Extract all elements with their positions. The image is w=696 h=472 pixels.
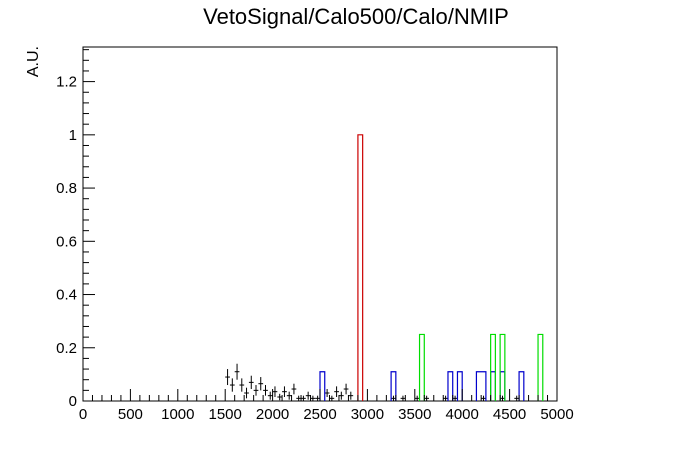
data-point bbox=[310, 395, 316, 401]
plot-frame bbox=[82, 46, 558, 402]
data-point bbox=[272, 386, 278, 398]
x-tick-label: 4500 bbox=[493, 406, 526, 423]
data-point bbox=[244, 387, 249, 399]
data-point bbox=[391, 395, 396, 401]
histogram-bar bbox=[456, 371, 463, 401]
data-point bbox=[338, 391, 344, 400]
x-tick-label: 2000 bbox=[256, 406, 289, 423]
data-layer bbox=[225, 134, 544, 401]
histogram-bar bbox=[447, 371, 454, 401]
data-point bbox=[282, 386, 287, 398]
histogram-bar bbox=[499, 333, 506, 401]
data-point bbox=[267, 391, 273, 400]
data-point bbox=[253, 385, 259, 396]
data-point bbox=[258, 377, 264, 391]
x-tick-label: 2500 bbox=[303, 406, 336, 423]
histogram-bar bbox=[357, 134, 364, 401]
data-point bbox=[291, 383, 297, 395]
x-tick-label: 5000 bbox=[540, 406, 573, 423]
histogram-bar bbox=[490, 333, 496, 401]
histogram-bar bbox=[475, 371, 487, 401]
data-point bbox=[315, 395, 320, 401]
y-tick-label: 0.8 bbox=[56, 180, 77, 197]
data-point bbox=[414, 395, 420, 401]
x-tick-label: 3500 bbox=[398, 406, 431, 423]
data-point bbox=[234, 363, 240, 380]
x-tick-label: 3000 bbox=[351, 406, 384, 423]
data-point bbox=[452, 395, 458, 401]
data-point bbox=[424, 395, 430, 401]
data-point bbox=[263, 385, 268, 396]
data-point bbox=[481, 395, 486, 401]
y-tick-label: 1 bbox=[69, 127, 77, 144]
y-axis-label: A.U. bbox=[25, 46, 42, 77]
x-tick-label: 500 bbox=[118, 406, 143, 423]
x-tick-label: 1000 bbox=[161, 406, 194, 423]
y-tick-label: 0.4 bbox=[56, 287, 77, 304]
data-point bbox=[400, 395, 406, 401]
histogram-bar bbox=[418, 333, 425, 401]
data-point bbox=[343, 383, 349, 395]
y-tick-label: 0 bbox=[69, 393, 77, 410]
histogram-bar bbox=[319, 371, 326, 401]
data-point bbox=[348, 391, 354, 400]
x-tick-label: 0 bbox=[79, 406, 87, 423]
data-point bbox=[296, 395, 302, 401]
data-point bbox=[225, 369, 230, 386]
chart-title: VetoSignal/Calo500/Calo/NMIP bbox=[203, 4, 509, 29]
data-point bbox=[239, 378, 245, 392]
data-point bbox=[277, 393, 283, 401]
data-point bbox=[229, 378, 235, 392]
histogram-bar bbox=[537, 333, 544, 401]
data-point bbox=[301, 395, 306, 401]
histogram-bar bbox=[518, 371, 525, 401]
y-tick-label: 1.2 bbox=[56, 74, 77, 91]
data-point bbox=[248, 375, 254, 390]
data-point bbox=[443, 395, 448, 401]
data-point bbox=[286, 391, 292, 400]
x-tick-label: 4000 bbox=[446, 406, 479, 423]
axes-layer: 0 500 1000 1500 2000 2500 3000 3500 4000 4500 5000… bbox=[56, 49, 574, 423]
data-point bbox=[324, 389, 330, 398]
histogram-bar bbox=[390, 371, 397, 401]
y-tick-label: 0.6 bbox=[56, 233, 77, 250]
y-tick-label: 0.2 bbox=[56, 340, 77, 357]
data-point bbox=[329, 395, 335, 401]
data-point bbox=[305, 391, 311, 400]
data-point bbox=[514, 395, 520, 401]
x-tick-label: 1500 bbox=[209, 406, 242, 423]
histogram-bar bbox=[490, 371, 496, 401]
data-point bbox=[334, 386, 339, 398]
data-point bbox=[500, 395, 505, 401]
